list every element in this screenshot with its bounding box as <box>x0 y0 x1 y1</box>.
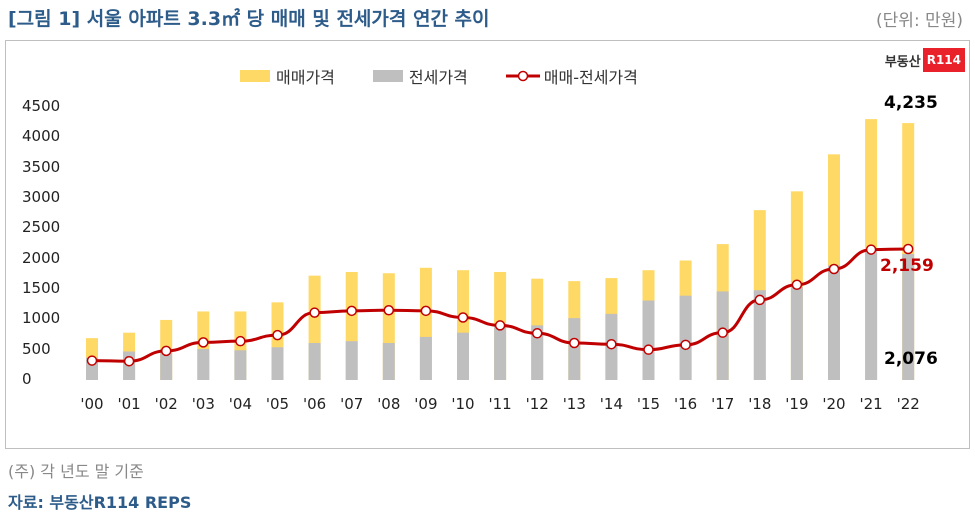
gap-marker <box>643 344 654 355</box>
y-tick: 500 <box>22 339 51 358</box>
brand-logo: 부동산 R114 <box>885 48 965 72</box>
footnote: (주) 각 년도 말 기준 <box>8 462 144 481</box>
gap-marker <box>160 345 172 357</box>
gap-marker <box>198 337 209 348</box>
unit-label: (단위: 만원) <box>876 11 963 31</box>
x-tick: '05 <box>265 395 290 413</box>
x-tick: '02 <box>154 395 178 413</box>
y-tick: 3000 <box>22 188 61 206</box>
x-tick: '11 <box>488 395 512 413</box>
gap-marker <box>717 327 728 338</box>
jeonse-bar <box>457 332 469 380</box>
sale-value-label: 4,235 <box>884 93 938 113</box>
jeonse-bar <box>494 326 507 380</box>
gap-marker <box>272 329 283 341</box>
jeonse-bar <box>271 347 284 380</box>
y-tick: 4500 <box>22 97 61 115</box>
x-tick: '14 <box>599 395 623 413</box>
chart-frame <box>5 40 970 449</box>
jeonse-bar <box>902 254 915 380</box>
sale-swatch-icon <box>240 70 270 82</box>
page-title: [그림 1] 서울 아파트 3.3㎡ 당 매매 및 전세가격 연간 추이 <box>8 8 490 30</box>
y-tick: 1000 <box>22 309 61 328</box>
jeonse-bar <box>828 265 840 380</box>
jeonse-bar <box>382 342 395 380</box>
jeonse-bar <box>753 290 766 380</box>
y-tick: 4000 <box>22 127 61 146</box>
x-tick: '04 <box>228 395 252 413</box>
x-tick: '12 <box>525 395 549 413</box>
x-tick: '00 <box>80 395 104 413</box>
gap-marker <box>494 320 506 331</box>
jeonse-swatch-icon <box>372 70 403 82</box>
gap-marker <box>309 307 320 318</box>
legend: 매매가격 전세가격 매매-전세가격 <box>240 64 676 88</box>
gap-marker <box>86 355 98 366</box>
gap-marker <box>680 339 691 351</box>
x-tick: '18 <box>748 395 772 413</box>
x-tick: '13 <box>562 395 586 413</box>
y-tick: 0 <box>22 370 32 388</box>
line-marker-icon <box>505 70 540 82</box>
y-tick: 2000 <box>22 248 61 267</box>
jeonse-bar <box>197 349 210 380</box>
gap-marker <box>865 244 877 255</box>
x-tick: '16 <box>673 395 698 413</box>
x-tick: '20 <box>822 395 846 413</box>
gap-marker <box>791 279 803 291</box>
gap-marker <box>606 338 617 350</box>
gap-marker <box>569 337 580 349</box>
jeonse-bar <box>679 295 692 380</box>
x-tick: '19 <box>785 395 809 413</box>
jeonse-bar <box>419 336 432 380</box>
gap-marker <box>420 305 432 317</box>
x-tick: '09 <box>414 395 438 413</box>
x-tick: '21 <box>859 395 883 413</box>
x-tick: '07 <box>340 395 364 413</box>
y-tick: 2500 <box>22 218 61 237</box>
source: 자료: 부동산R114 REPS <box>8 493 192 512</box>
gap-marker <box>457 312 469 323</box>
jeonse-bar <box>160 349 173 380</box>
gap-marker <box>754 294 766 306</box>
x-tick: '17 <box>711 395 735 413</box>
x-tick: '15 <box>636 395 661 413</box>
x-tick: '01 <box>117 395 141 413</box>
jeonse-bar <box>345 341 358 380</box>
jeonse-bar <box>234 350 247 380</box>
x-tick: '22 <box>896 395 920 413</box>
gap-marker <box>123 355 135 367</box>
y-tick: 3500 <box>22 157 61 176</box>
gap-marker <box>235 335 246 347</box>
gap-marker <box>531 328 543 339</box>
gap-marker <box>828 263 840 275</box>
jeonse-bar <box>790 286 803 380</box>
x-tick: '08 <box>377 395 401 413</box>
x-tick: '10 <box>451 395 475 413</box>
legend-item-jeonse: 전세가격 <box>372 64 468 88</box>
x-tick: '03 <box>191 395 215 413</box>
x-tick: '06 <box>302 395 327 413</box>
jeonse-bar <box>568 318 581 380</box>
jeonse-bar <box>308 342 321 380</box>
y-tick: 1500 <box>22 279 61 297</box>
jeonse-bar <box>531 325 544 380</box>
legend-item-sale: 매매가격 <box>240 64 335 88</box>
legend-item-gap: 매매-전세가격 <box>505 64 638 88</box>
gap-marker <box>346 305 357 317</box>
gap-marker <box>383 304 395 316</box>
gap-marker <box>902 243 914 255</box>
jeonse-bar <box>865 249 878 380</box>
gap-value-label: 2,159 <box>880 256 934 276</box>
jeonse-value-label: 2,076 <box>884 349 938 369</box>
jeonse-bar <box>642 300 655 380</box>
